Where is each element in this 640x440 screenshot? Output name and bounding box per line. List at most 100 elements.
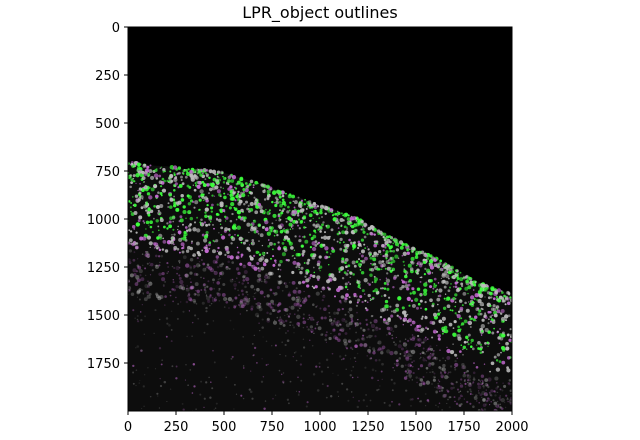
tissue-speck	[449, 286, 451, 289]
tissue-speck	[253, 297, 256, 300]
tissue-speck	[422, 358, 426, 362]
tissue-speck	[346, 243, 350, 248]
tissue-speck	[218, 218, 222, 223]
tissue-speck	[499, 398, 502, 401]
tissue-speck	[443, 297, 446, 300]
tissue-speck	[201, 301, 205, 305]
background-speck	[185, 364, 187, 366]
tissue-speck	[323, 316, 327, 320]
tissue-speck	[501, 360, 506, 365]
tissue-speck	[158, 272, 162, 277]
tissue-speck	[485, 399, 489, 403]
tissue-speck	[500, 351, 502, 354]
background-speck	[417, 397, 419, 400]
tissue-speck	[210, 302, 213, 305]
tissue-speck	[467, 321, 470, 324]
tissue-speck	[297, 209, 300, 213]
tissue-speck	[297, 305, 300, 308]
tissue-speck	[256, 305, 261, 310]
tissue-speck	[257, 267, 260, 270]
background-speck	[485, 393, 489, 397]
tissue-speck	[478, 309, 482, 313]
tissue-speck	[261, 226, 265, 229]
background-speck	[297, 376, 299, 379]
tissue-speck	[346, 228, 348, 230]
tissue-speck	[419, 299, 423, 303]
tissue-speck	[452, 332, 456, 337]
tissue-speck	[501, 291, 504, 294]
tissue-speck	[312, 209, 317, 214]
tissue-speck	[317, 241, 321, 244]
tissue-speck	[152, 170, 155, 172]
tissue-speck	[449, 309, 452, 312]
tissue-speck	[204, 178, 207, 181]
tissue-speck	[360, 228, 363, 231]
tissue-speck	[222, 282, 226, 287]
tissue-speck	[292, 228, 294, 230]
tissue-speck	[402, 342, 408, 347]
tissue-speck	[134, 245, 139, 250]
background-speck	[342, 357, 345, 360]
tissue-speck	[148, 195, 153, 200]
tissue-speck	[238, 195, 242, 199]
tissue-speck	[296, 261, 300, 266]
tissue-speck	[306, 326, 308, 328]
background-speck	[166, 272, 169, 275]
tissue-speck	[373, 253, 377, 258]
background-speck	[203, 397, 206, 400]
tissue-speck	[462, 348, 464, 350]
tissue-speck	[273, 234, 276, 237]
background-speck	[261, 318, 264, 321]
tissue-speck	[411, 303, 416, 308]
tissue-speck	[386, 287, 390, 291]
tissue-speck	[460, 284, 464, 288]
tissue-speck	[158, 248, 162, 252]
tissue-speck	[351, 320, 354, 323]
tissue-speck	[349, 216, 354, 221]
tissue-speck	[443, 393, 447, 398]
tissue-speck	[468, 301, 470, 303]
background-speck	[424, 353, 427, 356]
tissue-speck	[423, 291, 428, 296]
background-speck	[493, 390, 496, 393]
tissue-speck	[410, 256, 415, 261]
background-speck	[242, 335, 245, 338]
tissue-speck	[148, 241, 153, 246]
background-speck	[388, 332, 392, 335]
tissue-speck	[345, 347, 349, 350]
background-speck	[293, 352, 296, 354]
tissue-speck	[459, 271, 462, 274]
tissue-speck	[312, 286, 316, 290]
tissue-speck	[367, 348, 371, 353]
tissue-speck	[189, 277, 192, 280]
tissue-speck	[446, 296, 451, 301]
tissue-speck	[189, 298, 193, 302]
background-speck	[469, 388, 472, 391]
background-speck	[289, 380, 292, 383]
tissue-speck	[175, 285, 179, 289]
tissue-speck	[196, 216, 199, 219]
background-speck	[434, 386, 436, 388]
tissue-speck	[138, 269, 143, 274]
tissue-speck	[390, 310, 393, 313]
tissue-speck	[247, 282, 250, 284]
background-speck	[144, 374, 146, 376]
tissue-speck	[306, 261, 310, 265]
background-speck	[188, 310, 191, 312]
tissue-speck	[292, 210, 298, 215]
tissue-speck	[172, 168, 174, 170]
tissue-speck	[353, 241, 356, 244]
tissue-speck	[211, 186, 216, 191]
tissue-speck	[138, 187, 143, 191]
tissue-speck	[264, 258, 269, 263]
tissue-speck	[206, 263, 210, 267]
background-speck	[318, 362, 321, 365]
tissue-speck	[359, 263, 361, 266]
tissue-speck	[478, 401, 480, 404]
tissue-speck	[422, 347, 425, 350]
tissue-speck	[427, 338, 429, 340]
background-speck	[504, 406, 507, 409]
tissue-speck	[417, 368, 420, 370]
background-speck	[295, 351, 297, 353]
